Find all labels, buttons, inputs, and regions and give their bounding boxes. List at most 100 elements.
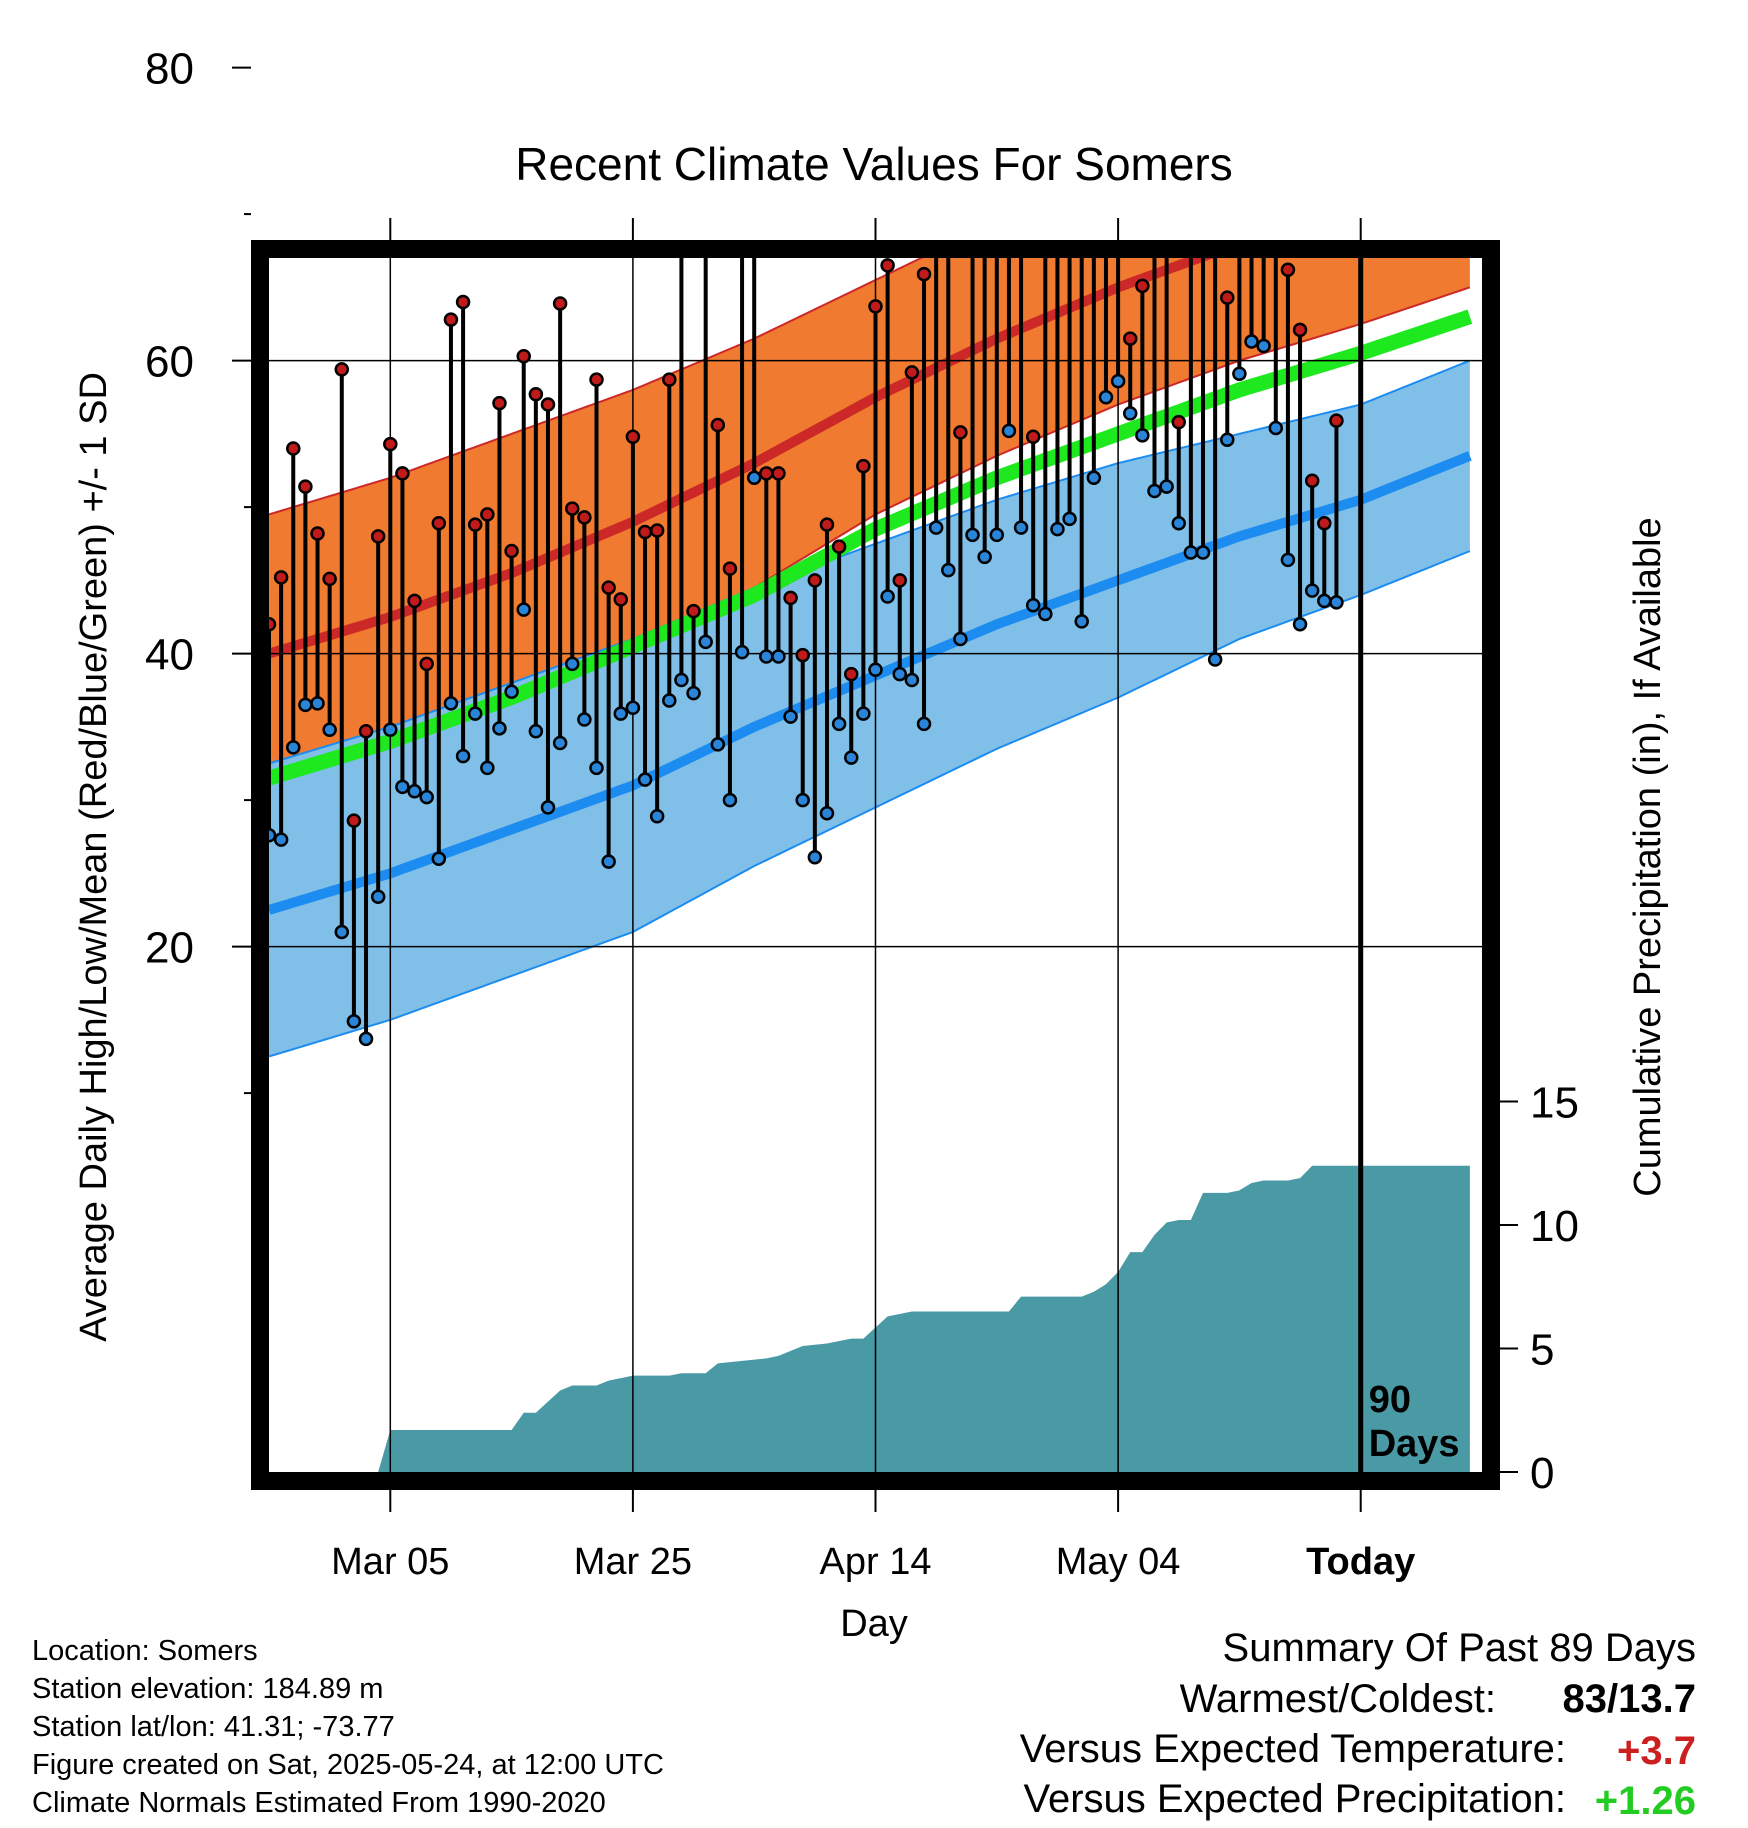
daily-high-point: [322, 571, 337, 587]
y2-tick-label: 5: [1530, 1326, 1554, 1375]
daily-low-point: [807, 849, 823, 865]
daily-low-point: [1135, 428, 1150, 443]
daily-low-point: [286, 740, 301, 755]
daily-low-point: [1074, 614, 1089, 629]
x-tick-label: Mar 25: [574, 1541, 692, 1583]
daily-low-point: [953, 631, 968, 647]
daily-high-point: [868, 299, 883, 314]
y-axis-label: Average Daily High/Low/Mean (Red/Blue/Gr…: [73, 372, 115, 1342]
daily-high-point: [286, 441, 301, 456]
daily-high-point: [625, 429, 641, 445]
daily-low-point: [977, 549, 992, 565]
daily-low-point: [552, 735, 568, 751]
daily-low-point: [516, 602, 531, 617]
daily-high-point: [601, 580, 616, 595]
daily-high-point: [930, 18, 942, 30]
daily-low-point: [1001, 423, 1017, 439]
daily-low-point: [819, 806, 835, 821]
daily-low-point: [1013, 520, 1029, 535]
daily-low-point: [941, 562, 956, 578]
daily-high-point: [407, 593, 422, 609]
daily-low-point: [419, 789, 434, 805]
daily-low-point: [1232, 366, 1247, 382]
daily-low-point: [1110, 373, 1126, 389]
y2-tick-label: 15: [1530, 1079, 1579, 1128]
daily-high-point: [662, 372, 677, 387]
daily-low-point: [528, 723, 544, 739]
daily-low-point: [334, 924, 350, 940]
daily-low-point: [1159, 479, 1174, 494]
daily-low-point: [492, 721, 507, 736]
daily-high-point: [880, 258, 895, 273]
y2-tick-label: 0: [1530, 1449, 1554, 1498]
daily-high-point: [953, 425, 968, 440]
days-annotation-unit: Days: [1369, 1423, 1460, 1465]
summary-title: Summary Of Past 89 Days: [1222, 1626, 1696, 1670]
daily-high-point: [577, 510, 592, 525]
daily-low-point: [637, 772, 653, 787]
daily-high-point: [819, 517, 835, 532]
daily-high-point: [916, 266, 932, 282]
y-tick-label: 80: [145, 45, 194, 94]
daily-high-point: [1100, 79, 1112, 91]
daily-high-point: [1304, 473, 1320, 488]
daily-low-point: [1098, 389, 1114, 405]
daily-high-point: [273, 570, 289, 585]
x-tick-label: Mar 05: [331, 1541, 449, 1583]
daily-high-point: [1025, 429, 1041, 445]
daily-low-point: [370, 889, 386, 905]
daily-high-point: [467, 517, 483, 532]
daily-high-point: [942, 226, 954, 238]
daily-low-point: [856, 706, 871, 721]
daily-high-point: [1064, 215, 1076, 227]
daily-low-point: [1207, 652, 1223, 667]
precip-anomaly-value: +1.26: [1594, 1779, 1696, 1823]
daily-high-point: [431, 515, 447, 531]
daily-low-point: [455, 748, 471, 764]
daily-low-point: [698, 634, 713, 650]
daily-high-point: [310, 526, 325, 541]
daily-high-point: [795, 647, 810, 663]
daily-low-point: [625, 700, 641, 716]
daily-high-point: [904, 365, 920, 380]
daily-high-point: [480, 507, 495, 522]
daily-high-point: [613, 592, 629, 607]
daily-high-point: [783, 590, 798, 606]
daily-high-point: [346, 813, 362, 828]
daily-low-point: [322, 722, 337, 738]
daily-high-point: [686, 603, 701, 619]
daily-low-point: [759, 649, 774, 664]
daily-high-point: [552, 296, 568, 311]
days-annotation-number: 90: [1369, 1379, 1411, 1421]
daily-low-point: [480, 760, 495, 776]
daily-low-point: [358, 1031, 374, 1047]
daily-high-point: [298, 479, 313, 494]
daily-low-point: [892, 666, 908, 682]
warmest-coldest-value: 83/13.7: [1562, 1677, 1696, 1721]
y-tick-label: 20: [145, 924, 194, 973]
daily-low-point: [1025, 598, 1041, 613]
low-sd-band: [269, 360, 1470, 1057]
daily-low-point: [1317, 593, 1332, 609]
daily-low-point: [1050, 521, 1065, 537]
high-band-upper-edge: [269, 258, 924, 516]
x-tick-label: Today: [1306, 1541, 1415, 1583]
daily-low-point: [273, 832, 289, 847]
daily-high-point: [1246, 166, 1258, 178]
daily-low-point: [1086, 470, 1102, 486]
daily-high-point: [1148, 215, 1160, 227]
daily-high-point: [383, 436, 398, 452]
daily-low-point: [746, 470, 762, 486]
daily-high-point: [856, 458, 871, 474]
daily-high-point: [443, 312, 459, 327]
daily-low-point: [540, 800, 556, 815]
daily-high-point: [419, 656, 434, 672]
daily-low-point: [1171, 515, 1186, 531]
daily-high-point: [1185, 224, 1197, 236]
x-axis-label: Day: [840, 1603, 908, 1645]
daily-low-point: [686, 685, 701, 701]
daily-low-point: [831, 716, 847, 732]
daily-high-point: [700, 198, 712, 210]
daily-low-point: [407, 784, 422, 799]
